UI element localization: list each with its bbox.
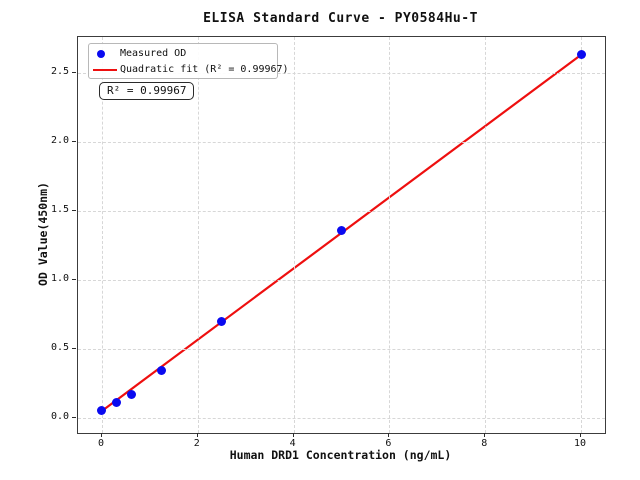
legend-item: Measured OD <box>89 46 277 62</box>
x-tick-mark <box>196 433 198 437</box>
y-tick-mark <box>72 209 76 211</box>
legend-dot-marker-icon <box>97 50 105 58</box>
data-point <box>217 316 227 326</box>
chart-title: ELISA Standard Curve - PY0584Hu-T <box>203 11 478 26</box>
x-tick-label: 10 <box>574 438 587 449</box>
x-tick-label: 6 <box>385 438 392 449</box>
x-tick-label: 2 <box>193 438 200 449</box>
x-tick-label: 0 <box>97 438 104 449</box>
y-tick-label: 2.0 <box>50 134 69 146</box>
y-axis-label: OD Value(450nm) <box>36 182 50 286</box>
y-tick-label: 2.5 <box>50 65 69 77</box>
y-tick-label: 1.5 <box>50 203 69 215</box>
y-gridline <box>78 72 605 74</box>
y-gridline <box>78 279 605 281</box>
x-tick-mark <box>580 433 582 437</box>
data-point <box>112 398 122 408</box>
y-gridline <box>78 348 605 350</box>
x-tick-label: 8 <box>481 438 488 449</box>
y-tick-label: 1.0 <box>50 272 69 284</box>
y-tick-label: 0.5 <box>50 341 69 353</box>
y-tick-mark <box>72 347 76 349</box>
data-point <box>157 366 167 376</box>
data-point <box>127 389 137 399</box>
legend-label: Measured OD <box>120 48 187 59</box>
y-tick-label: 0.0 <box>50 410 69 422</box>
x-tick-mark <box>292 433 294 437</box>
x-gridline <box>101 37 103 433</box>
data-point <box>576 50 586 60</box>
y-tick-mark <box>72 278 76 280</box>
data-point <box>97 406 107 416</box>
legend-line-marker-icon <box>93 69 117 71</box>
y-tick-mark <box>72 71 76 73</box>
y-gridline <box>78 210 605 212</box>
x-gridline <box>581 37 583 433</box>
legend-label: Quadratic fit (R² = 0.99967) <box>120 64 289 75</box>
x-tick-label: 4 <box>289 438 296 449</box>
x-tick-mark <box>388 433 390 437</box>
y-gridline <box>78 141 605 143</box>
x-gridline <box>197 37 199 433</box>
legend-item: Quadratic fit (R² = 0.99967) <box>89 62 289 78</box>
y-tick-mark <box>72 416 76 418</box>
x-axis-label: Human DRD1 Concentration (ng/mL) <box>229 448 452 462</box>
y-tick-mark <box>72 140 76 142</box>
plot-area <box>77 36 606 434</box>
x-gridline <box>485 37 487 433</box>
legend: Measured OD Quadratic fit (R² = 0.99967) <box>88 43 289 79</box>
y-gridline <box>78 417 605 419</box>
x-tick-mark <box>484 433 486 437</box>
x-gridline <box>389 37 391 433</box>
x-gridline <box>293 37 295 433</box>
data-point <box>337 225 346 235</box>
x-tick-mark <box>100 433 102 437</box>
r-squared-annotation: R² = 0.99967 <box>99 82 195 100</box>
